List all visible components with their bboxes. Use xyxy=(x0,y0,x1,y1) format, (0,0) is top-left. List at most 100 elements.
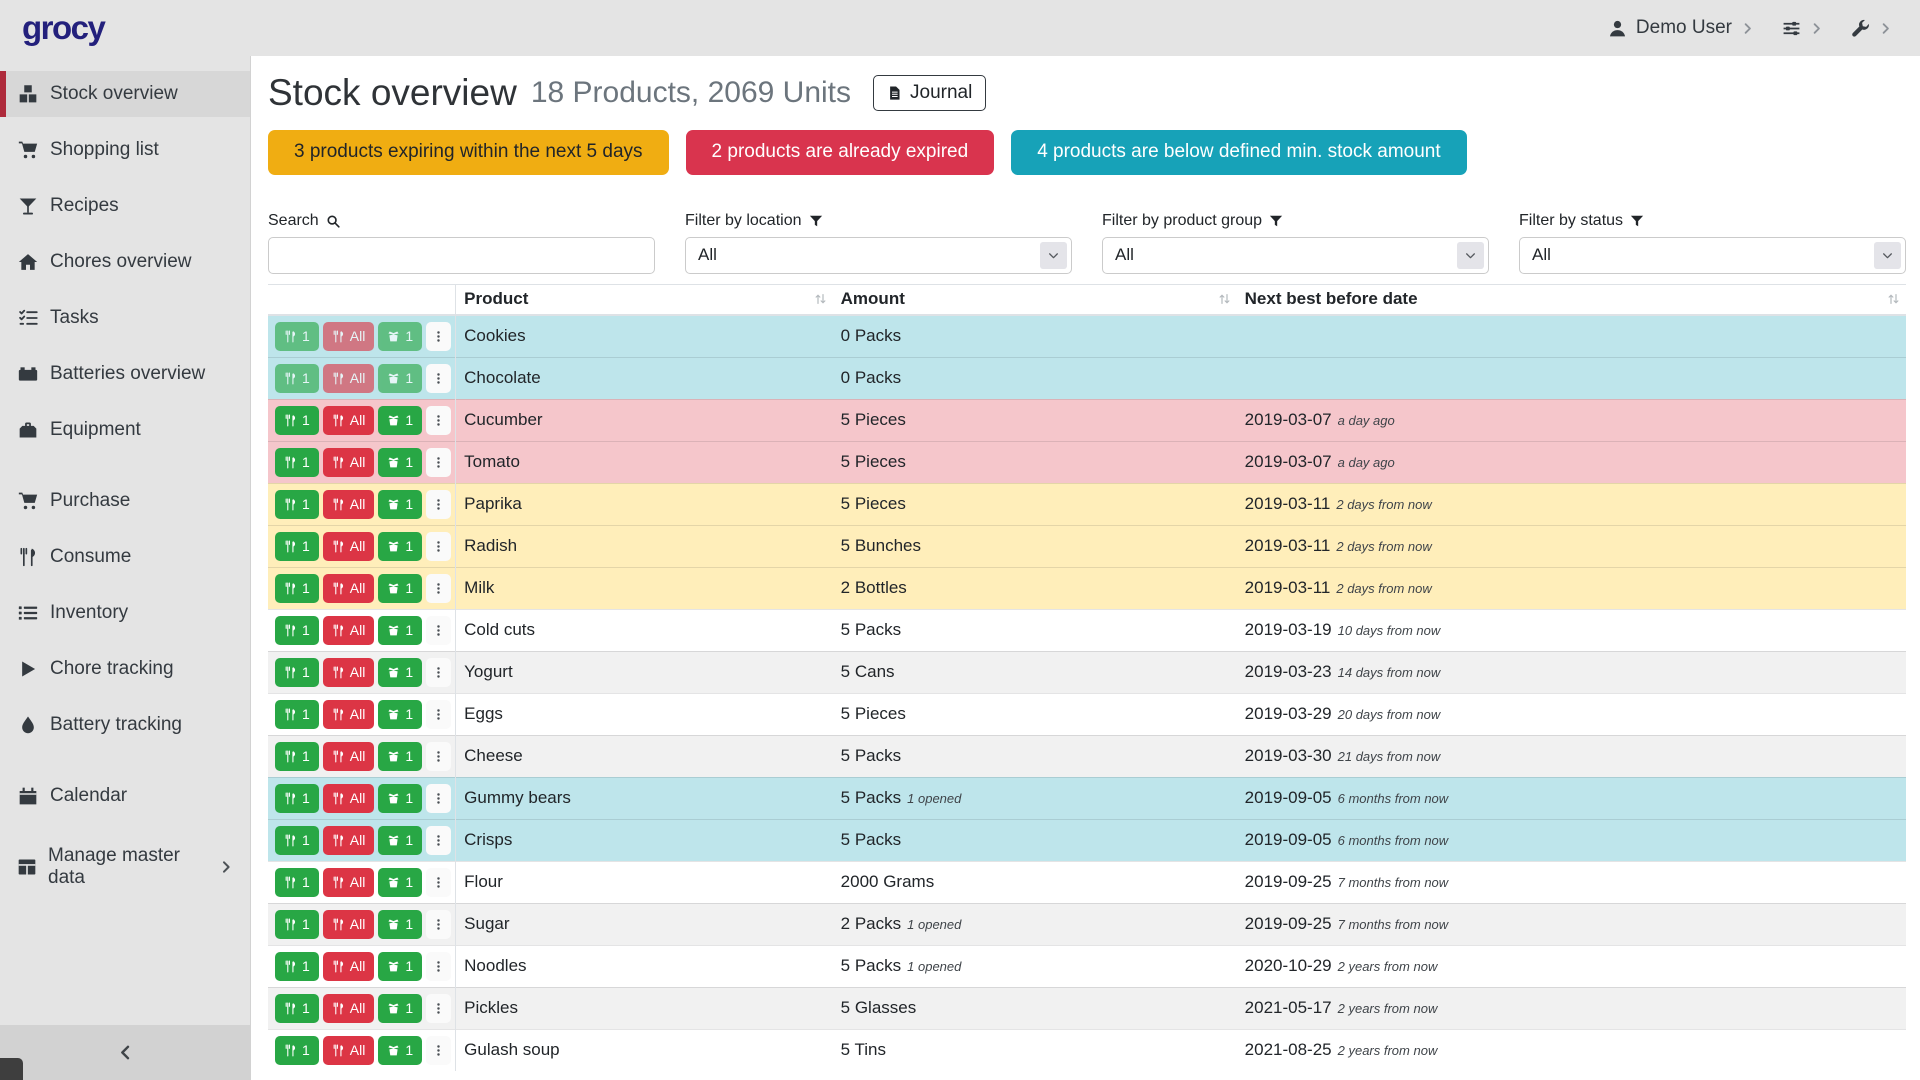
alert-info[interactable]: 4 products are below defined min. stock … xyxy=(1011,130,1466,175)
alert-danger[interactable]: 2 products are already expired xyxy=(686,130,995,175)
row-menu-button[interactable] xyxy=(426,910,451,939)
consume-one-button[interactable]: 1 xyxy=(275,742,319,771)
open-one-button[interactable]: 1 xyxy=(378,1036,422,1065)
open-one-button[interactable]: 1 xyxy=(378,322,422,351)
consume-all-button[interactable]: All xyxy=(323,574,375,603)
consume-all-button[interactable]: All xyxy=(323,868,375,897)
consume-all-button[interactable]: All xyxy=(323,784,375,813)
consume-one-button[interactable]: 1 xyxy=(275,826,319,855)
consume-one-button[interactable]: 1 xyxy=(275,406,319,435)
open-one-button[interactable]: 1 xyxy=(378,532,422,561)
admin-menu[interactable] xyxy=(1851,19,1892,38)
open-one-button[interactable]: 1 xyxy=(378,742,422,771)
open-one-button[interactable]: 1 xyxy=(378,574,422,603)
amount-column-header[interactable]: Amount xyxy=(833,284,1237,315)
consume-one-button[interactable]: 1 xyxy=(275,658,319,687)
consume-all-button[interactable]: All xyxy=(323,406,375,435)
row-menu-button[interactable] xyxy=(426,826,451,855)
consume-one-button[interactable]: 1 xyxy=(275,532,319,561)
product-column-header[interactable]: Product xyxy=(456,284,833,315)
open-one-button[interactable]: 1 xyxy=(378,868,422,897)
sidebar-item-manage-master-data[interactable]: Manage master data xyxy=(0,844,250,890)
consume-one-button[interactable]: 1 xyxy=(275,574,319,603)
row-menu-button[interactable] xyxy=(426,616,451,645)
open-one-button[interactable]: 1 xyxy=(378,826,422,855)
row-menu-button[interactable] xyxy=(426,700,451,729)
consume-all-button[interactable]: All xyxy=(323,1036,375,1065)
row-menu-button[interactable] xyxy=(426,322,451,351)
row-menu-button[interactable] xyxy=(426,658,451,687)
consume-one-button[interactable]: 1 xyxy=(275,616,319,645)
open-one-button[interactable]: 1 xyxy=(378,364,422,393)
consume-all-button[interactable]: All xyxy=(323,826,375,855)
settings-menu[interactable] xyxy=(1782,19,1823,38)
consume-all-button[interactable]: All xyxy=(323,364,375,393)
consume-all-button[interactable]: All xyxy=(323,910,375,939)
consume-all-button[interactable]: All xyxy=(323,616,375,645)
row-menu-button[interactable] xyxy=(426,1036,451,1065)
status-filter-select[interactable]: All xyxy=(1519,237,1906,274)
consume-one-button[interactable]: 1 xyxy=(275,784,319,813)
row-menu-button[interactable] xyxy=(426,364,451,393)
row-menu-button[interactable] xyxy=(426,784,451,813)
consume-one-button[interactable]: 1 xyxy=(275,868,319,897)
search-input[interactable] xyxy=(268,237,655,274)
consume-one-button[interactable]: 1 xyxy=(275,322,319,351)
sidebar-item-purchase[interactable]: Purchase xyxy=(0,478,250,524)
consume-all-button[interactable]: All xyxy=(323,658,375,687)
consume-all-button[interactable]: All xyxy=(323,700,375,729)
sidebar-item-battery-tracking[interactable]: Battery tracking xyxy=(0,702,250,748)
sidebar-item-stock-overview[interactable]: Stock overview xyxy=(0,71,250,117)
sidebar-item-chores-overview[interactable]: Chores overview xyxy=(0,239,250,285)
row-menu-button[interactable] xyxy=(426,448,451,477)
row-menu-button[interactable] xyxy=(426,868,451,897)
row-menu-button[interactable] xyxy=(426,532,451,561)
row-menu-button[interactable] xyxy=(426,490,451,519)
open-one-button[interactable]: 1 xyxy=(378,952,422,981)
sidebar-item-tasks[interactable]: Tasks xyxy=(0,295,250,341)
open-one-button[interactable]: 1 xyxy=(378,994,422,1023)
row-menu-button[interactable] xyxy=(426,952,451,981)
sidebar-item-batteries-overview[interactable]: Batteries overview xyxy=(0,351,250,397)
consume-all-button[interactable]: All xyxy=(323,952,375,981)
row-menu-button[interactable] xyxy=(426,574,451,603)
row-menu-button[interactable] xyxy=(426,994,451,1023)
open-one-button[interactable]: 1 xyxy=(378,490,422,519)
open-one-button[interactable]: 1 xyxy=(378,448,422,477)
open-one-button[interactable]: 1 xyxy=(378,784,422,813)
consume-one-button[interactable]: 1 xyxy=(275,700,319,729)
app-logo[interactable]: grocy xyxy=(22,9,104,47)
sidebar-item-consume[interactable]: Consume xyxy=(0,534,250,580)
consume-one-button[interactable]: 1 xyxy=(275,490,319,519)
consume-all-button[interactable]: All xyxy=(323,994,375,1023)
sidebar-item-inventory[interactable]: Inventory xyxy=(0,590,250,636)
open-one-button[interactable]: 1 xyxy=(378,700,422,729)
open-one-button[interactable]: 1 xyxy=(378,910,422,939)
consume-all-button[interactable]: All xyxy=(323,490,375,519)
open-one-button[interactable]: 1 xyxy=(378,658,422,687)
open-one-button[interactable]: 1 xyxy=(378,406,422,435)
sidebar-item-recipes[interactable]: Recipes xyxy=(0,183,250,229)
open-one-button[interactable]: 1 xyxy=(378,616,422,645)
journal-button[interactable]: Journal xyxy=(873,75,986,111)
consume-one-button[interactable]: 1 xyxy=(275,448,319,477)
sidebar-item-chore-tracking[interactable]: Chore tracking xyxy=(0,646,250,692)
user-menu[interactable]: Demo User xyxy=(1608,17,1754,39)
sidebar-collapse-button[interactable] xyxy=(0,1025,250,1080)
alert-warning[interactable]: 3 products expiring within the next 5 da… xyxy=(268,130,669,175)
consume-one-button[interactable]: 1 xyxy=(275,910,319,939)
sidebar-item-calendar[interactable]: Calendar xyxy=(0,773,250,819)
date-column-header[interactable]: Next best before date xyxy=(1237,284,1906,315)
consume-all-button[interactable]: All xyxy=(323,742,375,771)
row-menu-button[interactable] xyxy=(426,742,451,771)
consume-one-button[interactable]: 1 xyxy=(275,364,319,393)
sidebar-item-shopping-list[interactable]: Shopping list xyxy=(0,127,250,173)
consume-one-button[interactable]: 1 xyxy=(275,1036,319,1065)
location-filter-select[interactable]: All xyxy=(685,237,1072,274)
sidebar-item-equipment[interactable]: Equipment xyxy=(0,407,250,453)
product-group-filter-select[interactable]: All xyxy=(1102,237,1489,274)
row-menu-button[interactable] xyxy=(426,406,451,435)
consume-all-button[interactable]: All xyxy=(323,532,375,561)
consume-one-button[interactable]: 1 xyxy=(275,952,319,981)
consume-all-button[interactable]: All xyxy=(323,448,375,477)
